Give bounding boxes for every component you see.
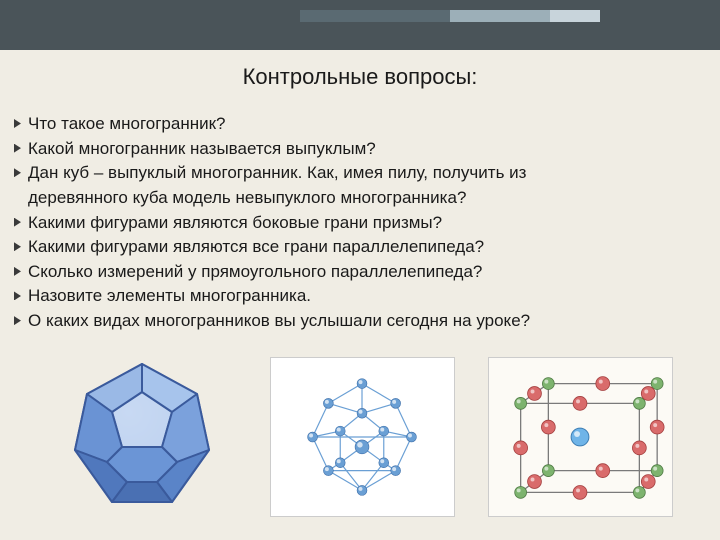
questions-list: Что такое многогранник? Какой многогранн… [14, 112, 706, 334]
figure-crystal-lattice [488, 357, 673, 517]
header-band [0, 0, 720, 50]
question-item: Сколько измерений у прямоугольного парал… [14, 260, 706, 285]
question-item: Что такое многогранник? [14, 112, 706, 137]
figure-icosahedral-lattice [270, 357, 455, 517]
slide-title: Контрольные вопросы: [0, 64, 720, 90]
question-item: Назовите элементы многогранника. [14, 284, 706, 309]
question-item: О каких видах многогранников вы услышали… [14, 309, 706, 334]
question-item: Какими фигурами являются все грани парал… [14, 235, 706, 260]
question-item: Какой многогранник называется выпуклым? [14, 137, 706, 162]
slide: Контрольные вопросы: Что такое многогран… [0, 0, 720, 540]
question-continuation: деревянного куба модель невыпуклого мног… [14, 186, 706, 211]
figures-row [0, 352, 720, 522]
question-item: Дан куб – выпуклый многогранник. Как, им… [14, 161, 706, 186]
question-item: Какими фигурами являются боковые грани п… [14, 211, 706, 236]
figure-dodecahedron [47, 352, 237, 522]
accent-bar [300, 10, 600, 22]
